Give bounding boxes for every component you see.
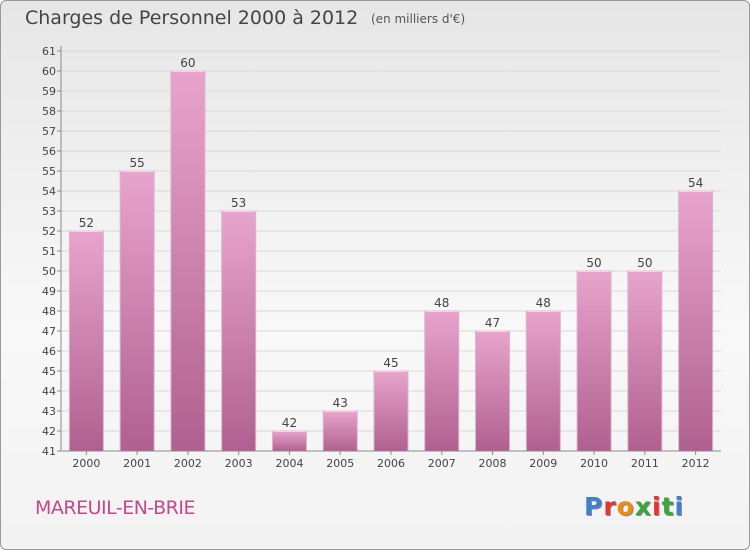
y-tick-label: 54 — [42, 185, 56, 198]
y-tick-label: 59 — [42, 85, 56, 98]
bar-2006 — [373, 370, 409, 452]
x-tick-label: 2009 — [529, 457, 557, 470]
data-label: 48 — [434, 296, 449, 310]
data-label: 43 — [333, 396, 348, 410]
x-tick-label: 2002 — [174, 457, 202, 470]
bar-2003 — [221, 210, 257, 452]
bar-2012 — [678, 190, 714, 452]
bar-2007 — [424, 310, 460, 452]
y-tick-label: 52 — [42, 225, 56, 238]
data-label: 45 — [383, 356, 398, 370]
x-tick-label: 2004 — [275, 457, 303, 470]
x-tick-label: 2001 — [123, 457, 151, 470]
y-tick-label: 56 — [42, 145, 56, 158]
x-tick-label: 2012 — [682, 457, 710, 470]
chart-subtitle: (en milliers d'€) — [371, 12, 466, 26]
chart-title: Charges de Personnel 2000 à 2012 — [25, 7, 359, 29]
bar-2010 — [576, 270, 612, 452]
commune-name: MAREUIL-EN-BRIE — [35, 497, 195, 519]
y-tick-label: 46 — [42, 345, 56, 358]
bar-2000 — [68, 230, 104, 452]
bar-2001 — [119, 170, 155, 452]
data-label: 42 — [282, 416, 297, 430]
data-label: 50 — [637, 256, 652, 270]
data-label: 50 — [586, 256, 601, 270]
x-tick-label: 2003 — [225, 457, 253, 470]
y-tick-label: 41 — [42, 445, 56, 458]
x-tick-label: 2000 — [72, 457, 100, 470]
bar-2009 — [525, 310, 561, 452]
y-tick-label: 57 — [42, 125, 56, 138]
bar-2008 — [475, 330, 511, 452]
y-tick-label: 61 — [42, 45, 56, 58]
data-label: 52 — [79, 216, 94, 230]
data-label: 47 — [485, 316, 500, 330]
y-tick-label: 60 — [42, 65, 56, 78]
x-tick-label: 2005 — [326, 457, 354, 470]
bar-2005 — [322, 410, 358, 452]
y-tick-label: 51 — [42, 245, 56, 258]
x-tick-label: 2008 — [479, 457, 507, 470]
y-tick-label: 48 — [42, 305, 56, 318]
x-tick-label: 2010 — [580, 457, 608, 470]
x-tick-label: 2007 — [428, 457, 456, 470]
y-tick-label: 58 — [42, 105, 56, 118]
x-tick-label: 2006 — [377, 457, 405, 470]
x-tick-label: 2011 — [631, 457, 659, 470]
data-label: 54 — [688, 176, 703, 190]
y-tick-label: 49 — [42, 285, 56, 298]
y-tick-label: 44 — [42, 385, 56, 398]
data-label: 55 — [130, 156, 145, 170]
y-tick-label: 55 — [42, 165, 56, 178]
y-tick-label: 45 — [42, 365, 56, 378]
data-label: 53 — [231, 196, 246, 210]
y-tick-label: 42 — [42, 425, 56, 438]
y-tick-label: 53 — [42, 205, 56, 218]
y-tick-label: 47 — [42, 325, 56, 338]
y-tick-label: 50 — [42, 265, 56, 278]
data-label: 48 — [536, 296, 551, 310]
proxiti-logo[interactable]: Proxiti — [584, 492, 685, 521]
bar-2011 — [627, 270, 663, 452]
bar-2004 — [271, 430, 307, 452]
data-label: 60 — [180, 56, 195, 70]
y-tick-label: 43 — [42, 405, 56, 418]
bar-2002 — [170, 70, 206, 452]
